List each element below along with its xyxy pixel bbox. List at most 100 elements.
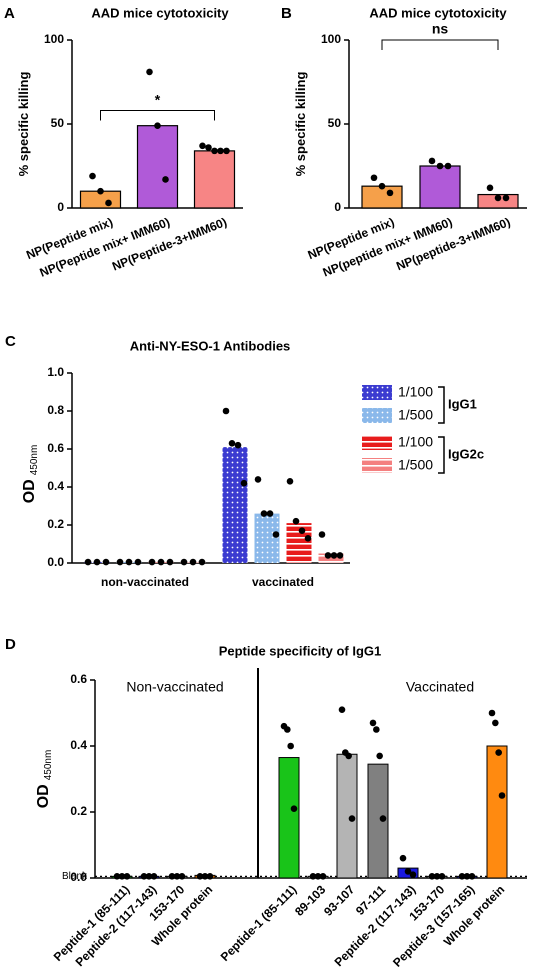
data-point xyxy=(379,815,387,822)
y-label-main: OD xyxy=(21,479,38,503)
data-point xyxy=(330,552,338,559)
data-point xyxy=(217,147,224,155)
data-point xyxy=(189,558,197,566)
data-point xyxy=(433,873,441,880)
bar xyxy=(286,523,312,563)
data-point xyxy=(488,709,496,717)
data-point xyxy=(436,162,444,170)
y-axis-label: OD 450nm xyxy=(21,445,39,504)
legend-swatch xyxy=(362,408,392,423)
data-point xyxy=(298,527,306,534)
legend-label: 1/100 xyxy=(398,384,433,400)
data-point xyxy=(148,558,156,566)
data-point xyxy=(399,854,407,862)
legend-label: 1/500 xyxy=(398,457,433,473)
data-point xyxy=(386,189,394,197)
data-point xyxy=(89,172,96,180)
data-point xyxy=(154,122,161,129)
y-tick-label: 0.2 xyxy=(70,804,87,818)
data-point xyxy=(463,873,471,880)
y-axis-label: OD 450nm xyxy=(35,750,53,809)
data-point xyxy=(502,194,510,202)
data-point xyxy=(162,176,169,183)
data-point xyxy=(318,531,326,538)
y-tick-label: 0.0 xyxy=(70,870,87,884)
group-label: Non-vaccinated xyxy=(126,679,223,695)
data-point xyxy=(146,68,153,76)
data-point xyxy=(444,162,452,170)
legend-swatch xyxy=(362,435,392,450)
comparison-bracket xyxy=(100,110,215,121)
bar xyxy=(254,513,280,563)
significance-label: ns xyxy=(432,21,449,37)
y-label-main: OD xyxy=(35,784,52,808)
data-point xyxy=(140,873,148,880)
data-point xyxy=(228,440,236,447)
y-tick-label: 1.0 xyxy=(47,365,64,379)
y-tick-label: 0.6 xyxy=(47,441,64,455)
legend-group-label: IgG1 xyxy=(448,396,477,411)
bar xyxy=(193,150,236,209)
data-point xyxy=(428,873,436,880)
y-tick-label: 0.4 xyxy=(70,738,87,752)
data-point xyxy=(287,742,294,750)
legend-group-label: IgG2c xyxy=(448,446,484,461)
data-point xyxy=(254,476,262,483)
y-tick-label: 0 xyxy=(57,200,64,214)
legend-label: 1/500 xyxy=(398,407,433,423)
data-point xyxy=(272,531,280,538)
data-point xyxy=(168,873,176,880)
data-point xyxy=(373,726,380,733)
data-point xyxy=(113,873,121,880)
legend-swatch xyxy=(362,385,392,400)
data-point xyxy=(266,510,274,517)
significance-label: * xyxy=(155,91,161,107)
data-point xyxy=(84,558,92,566)
data-point xyxy=(404,868,412,875)
data-point xyxy=(486,184,494,192)
data-point xyxy=(178,873,186,880)
data-point xyxy=(223,147,230,155)
data-point xyxy=(240,479,248,487)
bar xyxy=(318,553,344,563)
data-point xyxy=(199,142,206,150)
chart-title: AAD mice cytotoxicity xyxy=(91,5,229,20)
data-point xyxy=(198,558,206,566)
blank-label: Blank xyxy=(62,871,88,882)
data-point xyxy=(376,752,383,760)
data-point xyxy=(458,873,466,880)
data-point xyxy=(284,726,291,733)
data-point xyxy=(97,187,104,195)
y-tick-label: 0.6 xyxy=(70,672,87,686)
data-point xyxy=(105,199,112,207)
data-point xyxy=(157,558,165,566)
y-tick-label: 50 xyxy=(51,116,65,130)
bar xyxy=(367,763,389,879)
data-point xyxy=(314,873,322,880)
x-tick-label: 89-103 xyxy=(292,882,329,919)
data-point xyxy=(286,478,294,485)
data-point xyxy=(206,873,214,880)
data-point xyxy=(173,873,181,880)
y-tick-label: 100 xyxy=(44,32,64,46)
x-tick-label: Peptide-1 (85-111) xyxy=(218,882,300,964)
bar xyxy=(486,745,508,879)
comparison-bracket xyxy=(381,39,499,50)
y-tick-label: 50 xyxy=(328,116,342,130)
chart-title: AAD mice cytotoxicity xyxy=(369,5,507,20)
bar xyxy=(419,165,461,209)
data-point xyxy=(290,805,298,812)
data-point xyxy=(118,873,126,880)
data-point xyxy=(292,517,300,525)
data-point xyxy=(304,535,312,542)
group-label: Vaccinated xyxy=(406,679,474,695)
panel-letter: A xyxy=(4,5,15,22)
chart-title: Anti-NY-ESO-1 Antibodies xyxy=(130,338,291,353)
y-tick-label: 100 xyxy=(321,32,341,46)
y-tick-label: 0.4 xyxy=(47,479,64,493)
bar xyxy=(136,125,179,209)
panel-letter: D xyxy=(5,636,16,653)
data-point xyxy=(378,182,386,190)
data-point xyxy=(428,157,436,165)
